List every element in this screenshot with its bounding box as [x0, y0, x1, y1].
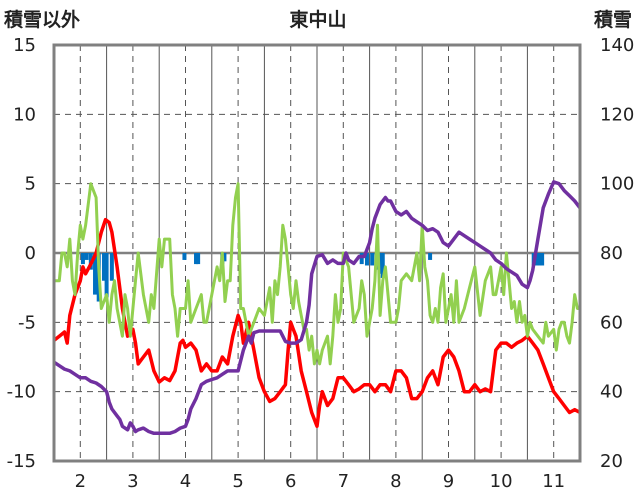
- snow-bar: [359, 253, 364, 265]
- y-left-axis-label: 積雪以外: [4, 8, 80, 31]
- snow-bar: [537, 253, 542, 266]
- y-left-tick-label: 5: [25, 174, 36, 195]
- y-right-tick-label: 20: [600, 451, 623, 472]
- tick-labels: 15 10 5 0 -5 -10 -15 140 120 100 80 60 40 20 2 3 4 5 6 7 8 9 1…: [7, 35, 635, 492]
- snow-bar: [364, 253, 369, 266]
- x-tick-label: 4: [180, 471, 191, 492]
- snow-bar: [428, 253, 433, 260]
- y-left-tick-label: 0: [25, 243, 36, 264]
- series-line-green: [54, 182, 580, 366]
- snow-bar: [80, 253, 85, 265]
- snow-bar: [84, 253, 89, 260]
- snow-bar: [222, 253, 227, 262]
- chart-title: 東中山: [289, 8, 346, 31]
- y-left-tick-label: -5: [18, 312, 36, 333]
- y-right-axis-label: 積雪: [594, 8, 632, 31]
- series-line-red: [52, 217, 581, 429]
- snow-bar: [109, 253, 114, 281]
- y-right-tick-label: 120: [600, 104, 634, 125]
- y-left-tick-label: 15: [13, 35, 36, 56]
- series-lines: [52, 180, 582, 436]
- x-tick-label: 5: [232, 471, 243, 492]
- y-right-tick-label: 100: [600, 174, 634, 195]
- y-right-tick-label: 40: [600, 382, 623, 403]
- y-right-tick-label: 140: [600, 35, 634, 56]
- snow-bar: [196, 253, 201, 265]
- x-tick-label: 8: [390, 471, 401, 492]
- snow-bar: [534, 253, 539, 266]
- x-tick-label: 10: [490, 471, 513, 492]
- x-tick-label: 7: [338, 471, 349, 492]
- y-left-tick-label: -15: [7, 451, 36, 472]
- y-right-tick-label: 80: [600, 243, 623, 264]
- snow-bar: [104, 253, 109, 298]
- snow-bar: [101, 253, 106, 281]
- snow-bar: [380, 253, 385, 278]
- snow-bar: [93, 253, 98, 295]
- snow-bar: [194, 253, 199, 265]
- grid: [53, 45, 581, 461]
- x-tick-label: 3: [127, 471, 138, 492]
- plot-border: [52, 43, 582, 463]
- y-left-tick-label: 10: [13, 104, 36, 125]
- snow-bar: [540, 253, 545, 266]
- x-tick-label: 2: [75, 471, 86, 492]
- snow-bar: [378, 253, 383, 274]
- series-line-purple: [53, 180, 582, 436]
- y-right-tick-label: 60: [600, 312, 623, 333]
- plot-frame: [52, 43, 582, 463]
- x-tick-label: 6: [285, 471, 296, 492]
- x-tick-label: 9: [443, 471, 454, 492]
- y-left-tick-label: -10: [7, 382, 36, 403]
- snow-bar: [370, 253, 375, 266]
- snow-bar: [182, 253, 187, 260]
- x-tick-label: 11: [542, 471, 565, 492]
